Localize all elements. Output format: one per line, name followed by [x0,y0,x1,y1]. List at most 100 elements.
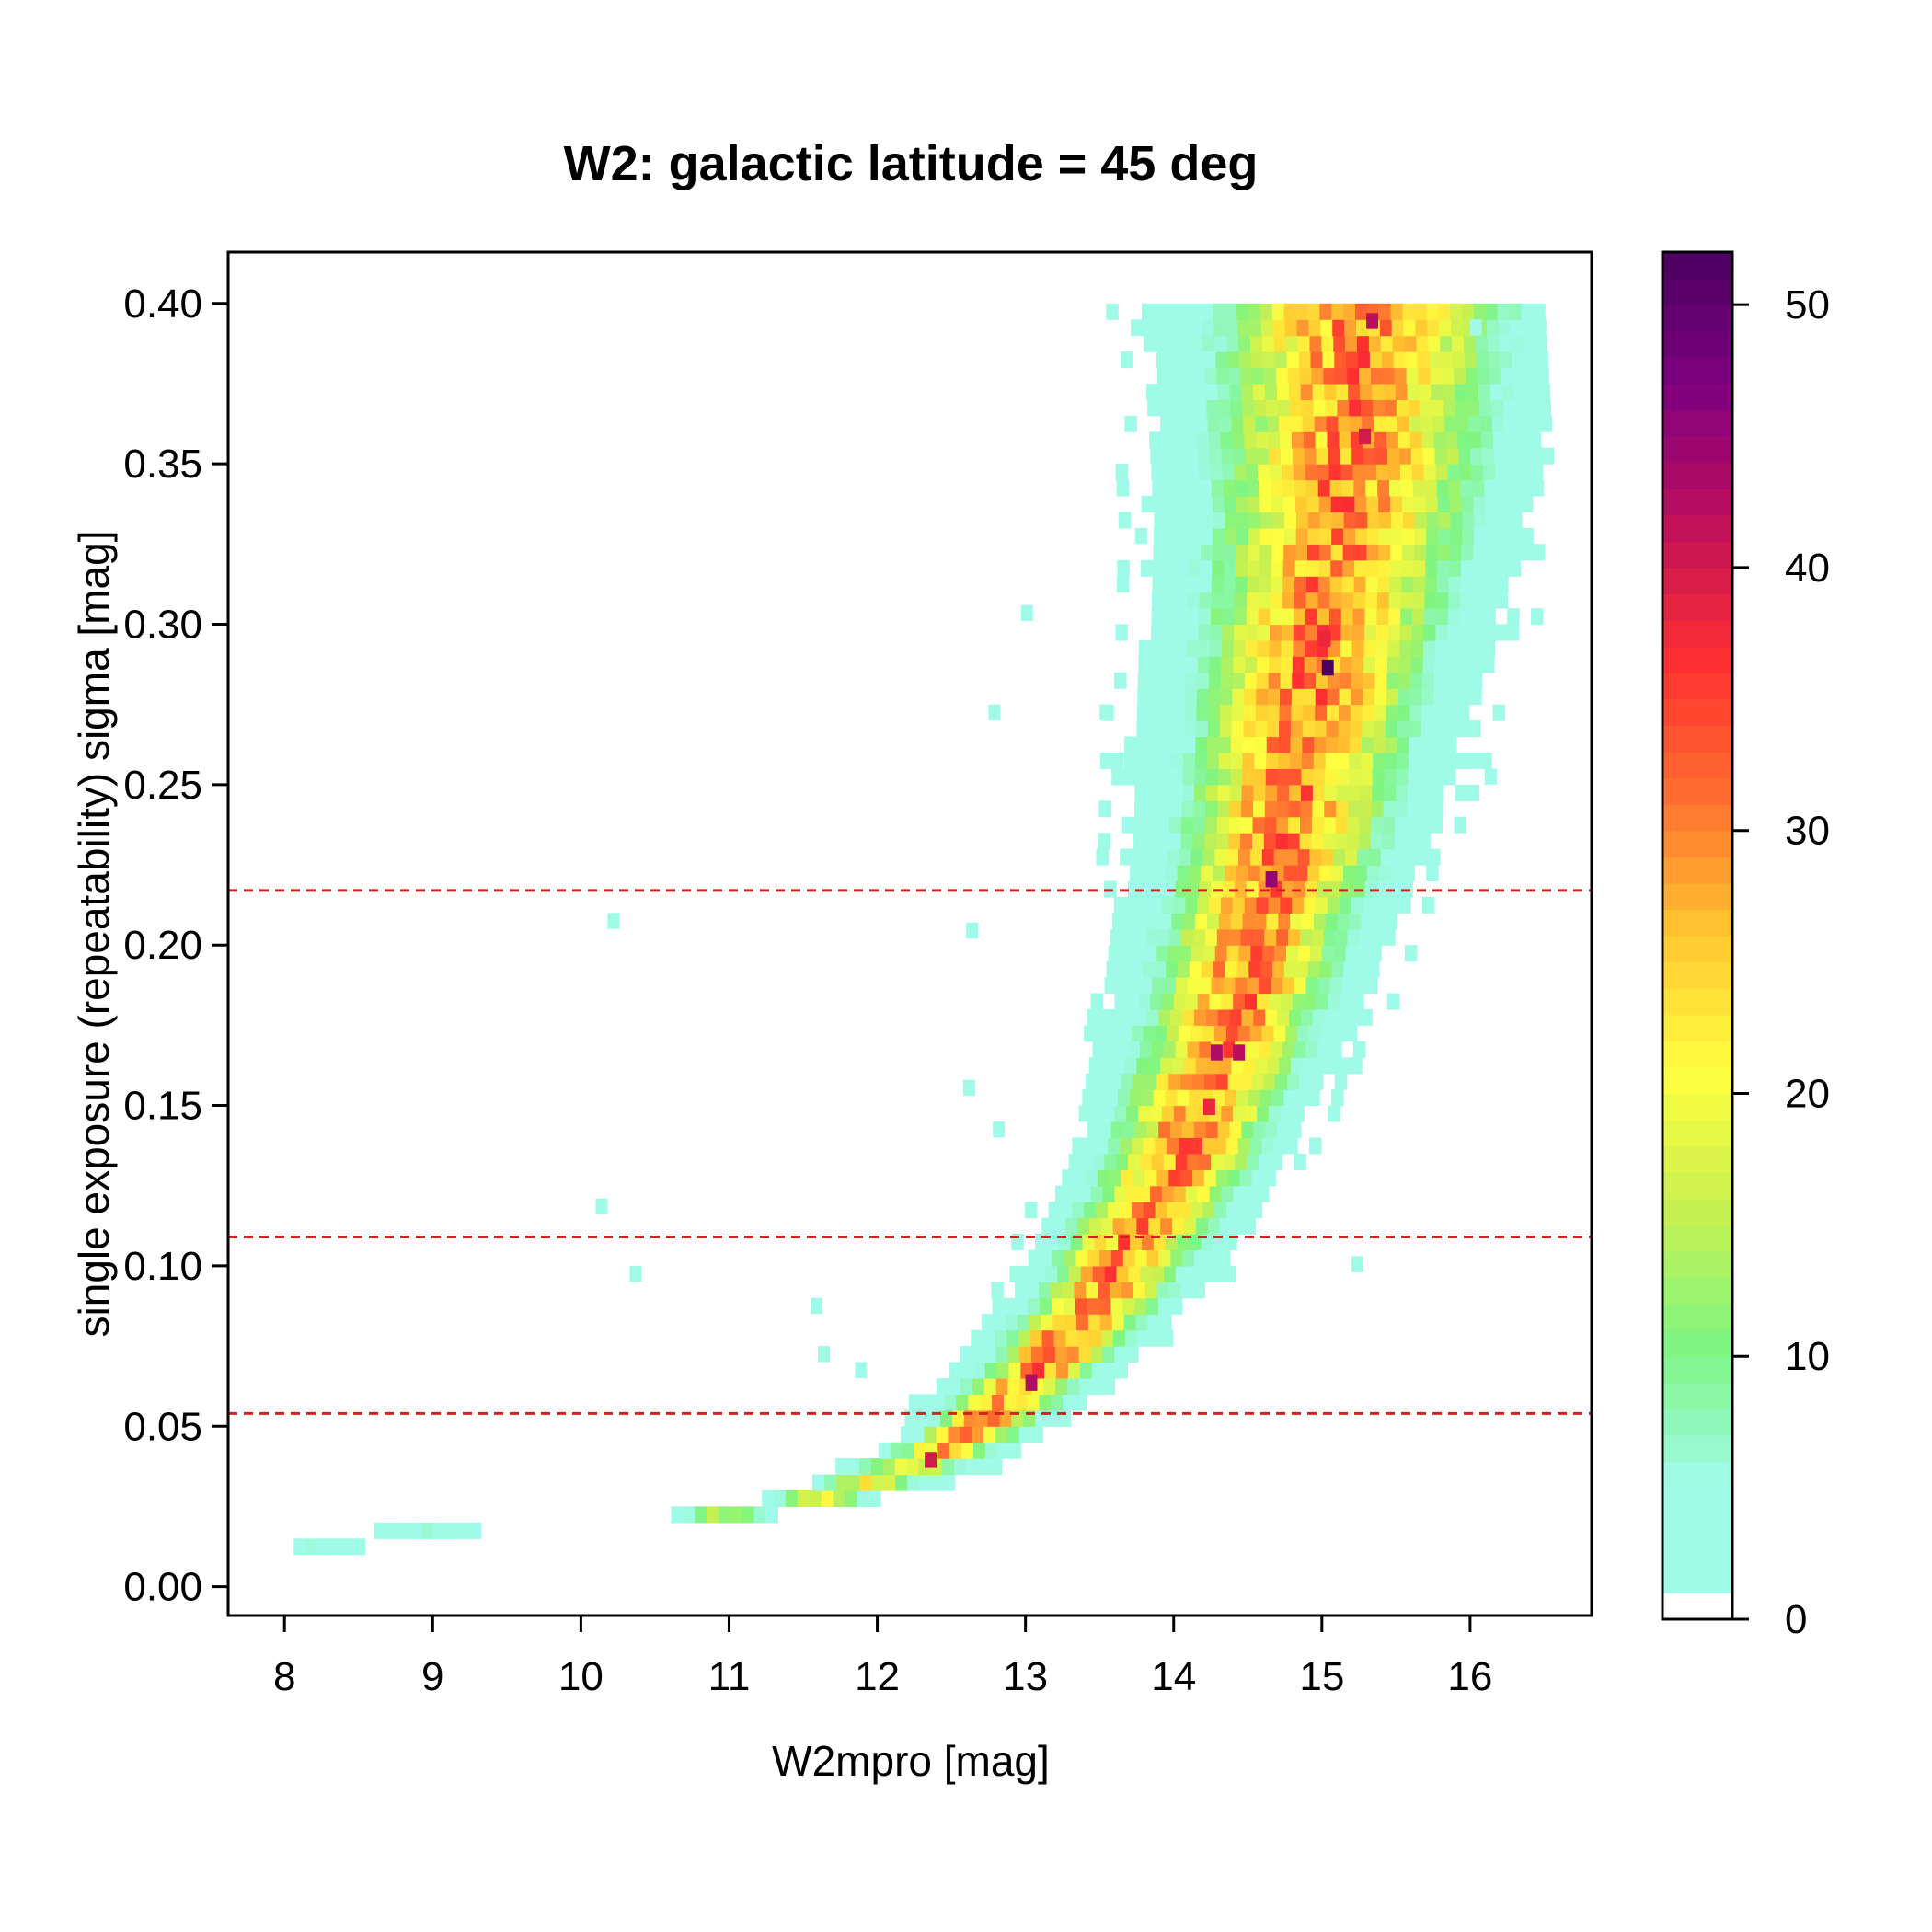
heatmap-cell [1455,384,1467,400]
heatmap-cell [1158,1297,1171,1315]
heatmap-cell [1016,1297,1029,1315]
heatmap-cell [1172,720,1185,738]
heatmap-cell [1277,768,1291,786]
heatmap-cell [1158,1008,1171,1026]
heatmap-cell [1018,1329,1031,1347]
heatmap-cell [1339,704,1351,721]
heatmap-cell [1264,816,1277,834]
heatmap-cell [1171,753,1184,769]
x-tick-label: 10 [558,1654,604,1699]
heatmap-cell [1216,816,1230,834]
heatmap-cell [1378,496,1391,512]
heatmap-cell [1461,544,1474,561]
heatmap-cell [1411,639,1424,657]
heatmap-cell [1140,977,1153,995]
heatmap-cell [1340,624,1353,641]
heatmap-cell [1349,736,1363,753]
heatmap-cell [1156,1282,1170,1299]
heatmap-cell [1295,1089,1308,1107]
heatmap-cell [1375,656,1388,673]
heatmap-cell [1087,1008,1100,1026]
heatmap-cell [1455,399,1468,417]
heatmap-cell [1146,1249,1160,1267]
heatmap-cell [1330,544,1344,561]
heatmap-cell [1148,1329,1162,1347]
heatmap-cell [1449,496,1462,512]
heatmap-cell [1349,768,1362,786]
heatmap-cell [1171,913,1184,930]
heatmap-cell [1271,559,1284,577]
heatmap-cell [1235,479,1248,497]
heatmap-cell [1187,977,1201,995]
heatmap-cell [1327,704,1340,721]
heatmap-cell [1119,1025,1133,1042]
heatmap-cell [1159,399,1172,417]
heatmap-cell [1251,351,1264,369]
heatmap-cell [1380,848,1394,866]
heatmap-cell [1165,527,1179,545]
heatmap-cell [1143,1025,1156,1042]
heatmap-cell [1134,1297,1147,1315]
heatmap-cell [1196,704,1209,721]
heatmap-cell [835,1474,849,1491]
heatmap-cell [1422,672,1435,689]
heatmap-cell [1173,656,1187,673]
colorbar-segment [1662,1041,1732,1068]
heatmap-cell [1075,1394,1087,1411]
heatmap-cell [1302,913,1315,930]
heatmap-cell [1350,1057,1363,1075]
heatmap-cell [1328,608,1342,626]
heatmap-cell [995,1329,1007,1347]
heatmap-cell [1177,1089,1190,1107]
heatmap-cell [972,1362,986,1379]
heatmap-cell [1399,624,1413,641]
heatmap-cell [1182,1249,1195,1267]
heatmap-cell [1187,1265,1201,1282]
heatmap-cell [1476,351,1489,369]
heatmap-cell [1180,367,1194,385]
heatmap-cell [1146,784,1159,801]
heatmap-cell [878,1442,891,1459]
heatmap-cell [1153,1089,1167,1107]
heatmap-cell [1176,559,1190,577]
heatmap-cell [1120,848,1133,866]
heatmap-cell [1325,399,1338,417]
heatmap-cell [1350,704,1363,721]
heatmap-cell [1285,335,1299,352]
heatmap-cell [1269,656,1282,673]
heatmap-cell [1541,447,1554,465]
heatmap-cell [961,1442,974,1459]
heatmap-cell [1420,753,1433,769]
heatmap-cell [1194,753,1208,769]
heatmap-cell [1304,993,1317,1010]
heatmap-cell [1230,768,1243,786]
heatmap-cell [1186,464,1200,481]
heatmap-cell [993,1314,1006,1331]
colorbar-segment [1662,1540,1732,1568]
heatmap-cell [1205,1008,1219,1026]
heatmap-cell [1398,656,1412,673]
heatmap-cell [1348,384,1361,400]
heatmap-cell [1143,1137,1156,1155]
heatmap-cell [1007,1378,1020,1395]
heatmap-cell [1521,303,1534,320]
heatmap-cell [374,1522,387,1539]
heatmap-cell [1485,768,1497,785]
heatmap-cell [1393,351,1407,369]
heatmap-cell [409,1522,422,1539]
heatmap-cell [1273,1025,1286,1042]
heatmap-cell [1223,1041,1236,1058]
heatmap-cell [1175,1041,1189,1058]
heatmap-cell [1413,576,1426,593]
heatmap-cell [1179,335,1192,352]
heatmap-cell [1116,977,1129,995]
heatmap-cell [1283,527,1297,545]
heatmap-cell [1189,544,1202,561]
heatmap-cell [1400,479,1414,497]
heatmap-cell [1221,672,1234,689]
heatmap-cell [1116,1265,1129,1282]
heatmap-cell [1324,384,1337,400]
heatmap-cell [1399,639,1412,657]
heatmap-cell [1232,431,1245,449]
heatmap-cell [1432,768,1444,786]
